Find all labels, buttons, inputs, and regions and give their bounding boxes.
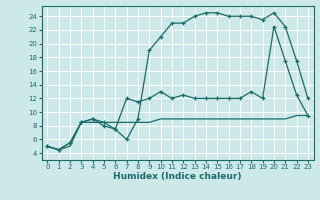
X-axis label: Humidex (Indice chaleur): Humidex (Indice chaleur) [113,172,242,181]
